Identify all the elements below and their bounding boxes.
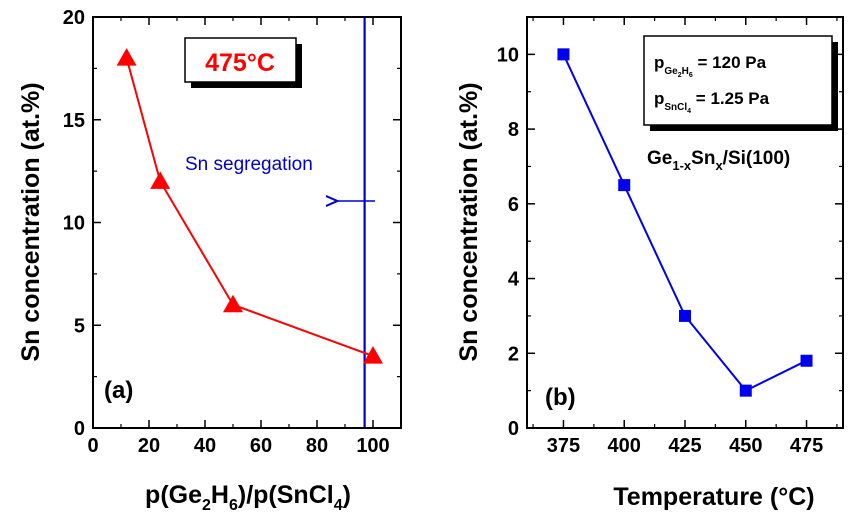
y-tick-label: 15 [63, 110, 85, 132]
y-tick-label: 6 [508, 194, 519, 216]
panel-b-points [557, 48, 813, 397]
x-tick-label: 80 [306, 435, 328, 457]
y-tick-label: 5 [74, 315, 85, 337]
x-tick-label: 60 [250, 435, 272, 457]
data-point-triangle [116, 48, 137, 66]
panel-a-x-axis-label: p(Ge2H6)/p(SnCl4) [145, 481, 351, 514]
x-tick-label: 40 [194, 435, 216, 457]
x-tick-label: 0 [87, 435, 98, 457]
data-point-square [739, 384, 752, 397]
y-tick-label: 2 [508, 343, 519, 365]
panel-a: 0 20 40 60 80 100 0 5 10 15 20 Sn segregation 475°… [17, 7, 402, 514]
data-point-triangle [150, 171, 171, 189]
panel-b-y-axis-label: Sn concentration (at.%) [455, 82, 483, 361]
data-point-triangle [223, 294, 243, 313]
y-tick-label: 0 [508, 418, 519, 440]
x-tick-label: 475 [790, 435, 823, 457]
data-point-square [800, 354, 813, 367]
panel-a-frame [92, 16, 402, 429]
panel-a-series-line [125, 57, 374, 358]
x-tick-label: 20 [138, 435, 160, 457]
data-point-square [557, 48, 570, 61]
panel-b-tick-labels: 375 400 425 450 475 0 2 4 6 8 10 [497, 44, 823, 457]
temp-label: 475°C [205, 49, 275, 77]
temp-box [184, 37, 297, 83]
data-point-triangle [363, 346, 383, 364]
x-tick-label: 375 [547, 435, 580, 457]
material-label: Ge1-xSnx/Si(100) [647, 148, 790, 173]
y-tick-label: 4 [508, 269, 520, 291]
x-tick-label: 100 [356, 435, 389, 457]
pressure-box [643, 35, 833, 126]
x-tick-label: 400 [608, 435, 641, 457]
panel-b-label: (b) [545, 384, 576, 411]
panel-a-points [116, 48, 383, 364]
x-tick-label: 450 [729, 435, 762, 457]
panel-a-label: (a) [104, 377, 133, 404]
y-tick-label: 10 [63, 213, 85, 235]
sn-segregation-label: Sn segregation [185, 154, 313, 175]
y-tick-label: 8 [508, 119, 519, 141]
panel-a-tick-labels: 0 20 40 60 80 100 0 5 10 15 20 [63, 7, 390, 457]
y-tick-label: 20 [63, 7, 85, 29]
y-tick-label: 0 [74, 418, 85, 440]
y-tick-label: 10 [497, 44, 519, 66]
data-point-square [679, 309, 691, 322]
panel-a-y-axis-label: Sn concentration (at.%) [17, 82, 45, 361]
pressure-line-ge2h6: pGe2H6 = 120 Pa [654, 53, 767, 79]
panel-b-x-axis-label: Temperature (°C) [613, 483, 814, 511]
panel-b-frame [526, 16, 844, 429]
data-point-square [618, 179, 631, 192]
x-tick-label: 425 [668, 435, 701, 457]
